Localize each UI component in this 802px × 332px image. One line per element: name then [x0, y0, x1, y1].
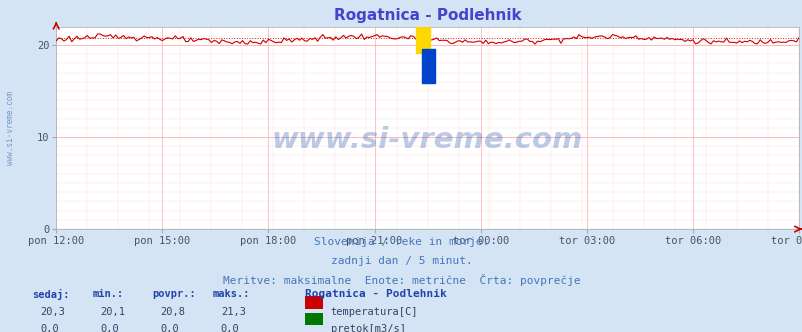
Text: 0,0: 0,0 [100, 324, 119, 332]
Text: Slovenija / reke in morje.: Slovenija / reke in morje. [314, 237, 488, 247]
Text: 20,1: 20,1 [100, 307, 125, 317]
Text: min.:: min.: [92, 289, 124, 299]
Text: 0,0: 0,0 [221, 324, 239, 332]
Title: Rogatnica - Podlehnik: Rogatnica - Podlehnik [334, 8, 520, 23]
Text: 21,3: 21,3 [221, 307, 245, 317]
Text: temperatura[C]: temperatura[C] [330, 307, 418, 317]
Polygon shape [421, 49, 435, 83]
Text: www.si-vreme.com: www.si-vreme.com [272, 126, 582, 154]
Text: 20,3: 20,3 [40, 307, 65, 317]
Text: 0,0: 0,0 [40, 324, 59, 332]
Text: pretok[m3/s]: pretok[m3/s] [330, 324, 405, 332]
Text: Meritve: maksimalne  Enote: metrične  Črta: povprečje: Meritve: maksimalne Enote: metrične Črta… [222, 274, 580, 286]
Text: www.si-vreme.com: www.si-vreme.com [6, 91, 15, 165]
Text: 20,8: 20,8 [160, 307, 185, 317]
Text: Rogatnica - Podlehnik: Rogatnica - Podlehnik [305, 289, 447, 299]
Text: maks.:: maks.: [213, 289, 250, 299]
Polygon shape [416, 19, 429, 53]
Text: 0,0: 0,0 [160, 324, 179, 332]
Text: sedaj:: sedaj: [32, 289, 70, 300]
Text: zadnji dan / 5 minut.: zadnji dan / 5 minut. [330, 256, 472, 266]
Text: povpr.:: povpr.: [152, 289, 196, 299]
